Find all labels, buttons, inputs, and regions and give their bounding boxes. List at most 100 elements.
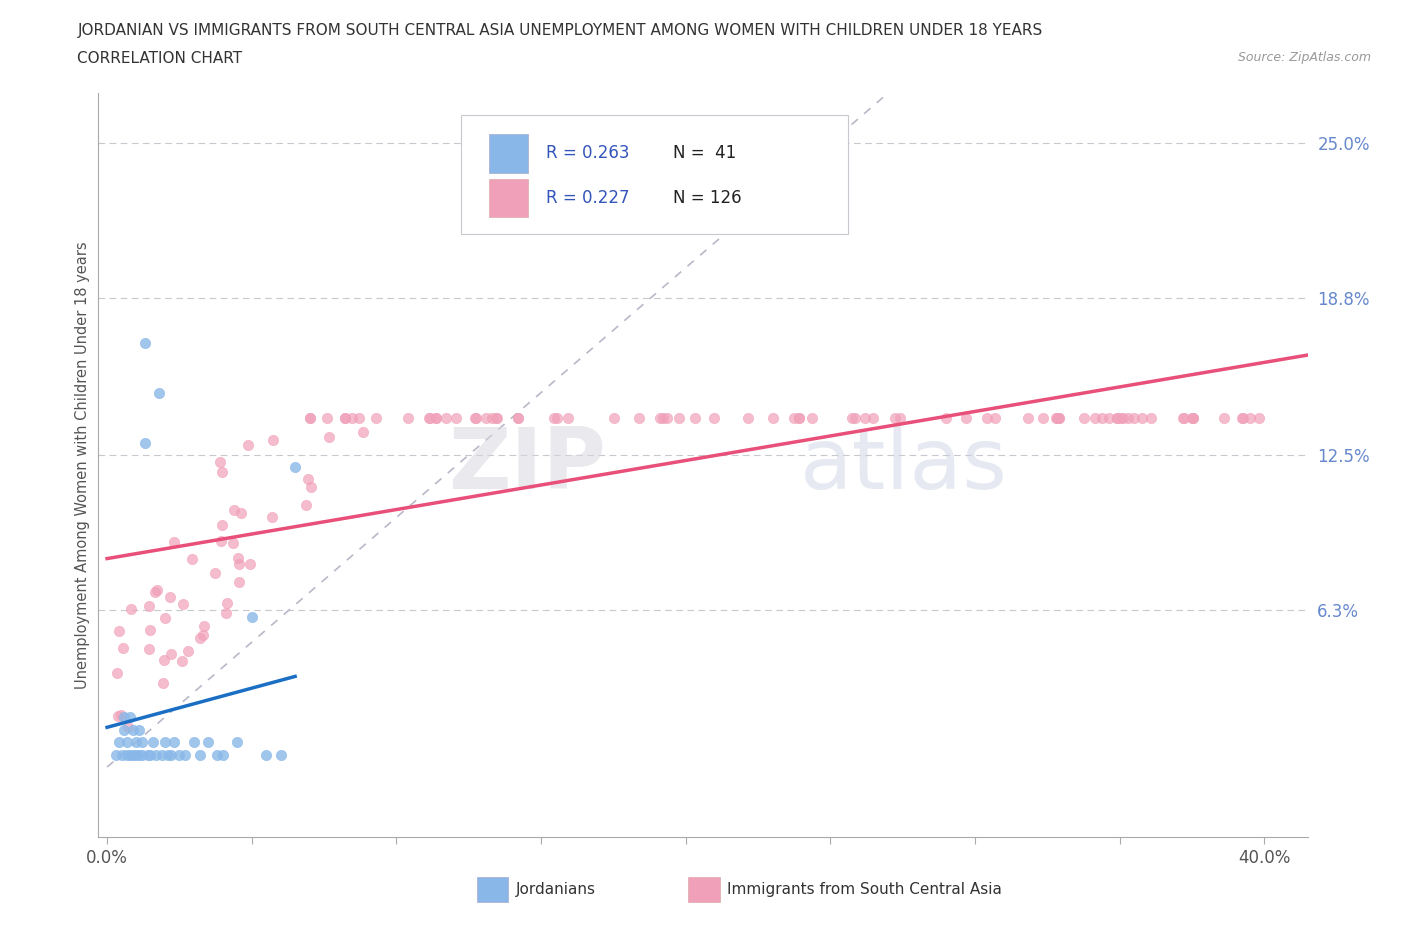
Point	[120, 747, 142, 762]
Point	[1116, 410, 1139, 425]
Point	[543, 410, 565, 425]
Point	[1181, 410, 1204, 425]
Point	[152, 675, 174, 690]
Point	[125, 735, 148, 750]
Point	[1046, 410, 1069, 425]
Point	[349, 410, 371, 425]
Point	[172, 596, 194, 611]
Point	[787, 410, 810, 425]
Point	[364, 410, 387, 425]
Point	[1017, 410, 1039, 425]
Point	[396, 410, 419, 425]
Point	[853, 410, 876, 425]
Point	[683, 410, 706, 425]
Text: N =  41: N = 41	[672, 144, 735, 162]
Text: Source: ZipAtlas.com: Source: ZipAtlas.com	[1237, 51, 1371, 64]
Point	[209, 534, 232, 549]
Point	[1230, 410, 1253, 425]
Point	[425, 410, 447, 425]
FancyBboxPatch shape	[689, 878, 720, 902]
Point	[316, 410, 339, 425]
Point	[107, 735, 129, 750]
Point	[162, 735, 184, 750]
Point	[651, 410, 673, 425]
Point	[262, 510, 284, 525]
FancyBboxPatch shape	[489, 134, 527, 173]
Point	[862, 410, 884, 425]
Point	[425, 410, 447, 425]
Point	[222, 503, 245, 518]
Point	[180, 551, 202, 566]
Point	[131, 735, 153, 750]
Point	[228, 575, 250, 590]
Point	[434, 410, 457, 425]
Point	[228, 557, 250, 572]
Point	[146, 582, 169, 597]
Point	[464, 410, 486, 425]
Text: Jordanians: Jordanians	[516, 882, 596, 897]
Point	[508, 410, 530, 425]
Point	[204, 565, 226, 580]
Point	[111, 641, 134, 656]
Point	[122, 747, 145, 762]
Point	[222, 536, 245, 551]
Point	[188, 631, 211, 645]
Text: atlas: atlas	[800, 423, 1008, 507]
Point	[1232, 410, 1254, 425]
Point	[486, 410, 509, 425]
Point	[153, 735, 176, 750]
Point	[107, 624, 129, 639]
Point	[229, 506, 252, 521]
Point	[1090, 410, 1112, 425]
Point	[193, 618, 215, 633]
Point	[170, 654, 193, 669]
Point	[1047, 410, 1070, 425]
Point	[935, 410, 957, 425]
Point	[211, 517, 233, 532]
Point	[1130, 410, 1153, 425]
Point	[150, 747, 173, 762]
Point	[481, 410, 503, 425]
Point	[418, 410, 440, 425]
Point	[889, 410, 911, 425]
Point	[506, 410, 529, 425]
Point	[1045, 410, 1067, 425]
Point	[1173, 410, 1195, 425]
Point	[1111, 410, 1133, 425]
Point	[211, 747, 233, 762]
Point	[152, 653, 174, 668]
Point	[1247, 410, 1270, 425]
Point	[122, 723, 145, 737]
Point	[298, 410, 321, 425]
Point	[333, 410, 356, 425]
Point	[1212, 410, 1234, 425]
FancyBboxPatch shape	[477, 878, 509, 902]
Point	[114, 723, 136, 737]
Point	[737, 410, 759, 425]
Point	[117, 735, 139, 750]
Point	[655, 410, 678, 425]
Point	[188, 747, 211, 762]
Point	[295, 498, 318, 512]
Point	[153, 610, 176, 625]
Point	[211, 465, 233, 480]
Point	[318, 430, 340, 445]
Point	[340, 410, 363, 425]
Point	[1105, 410, 1128, 425]
Point	[1098, 410, 1121, 425]
Point	[844, 410, 866, 425]
FancyBboxPatch shape	[489, 179, 527, 218]
Point	[335, 410, 357, 425]
Text: R = 0.227: R = 0.227	[546, 189, 630, 206]
Point	[262, 433, 284, 448]
Point	[131, 747, 153, 762]
Point	[226, 735, 249, 750]
Point	[159, 646, 181, 661]
Point	[177, 644, 200, 658]
Point	[110, 747, 132, 762]
Point	[107, 709, 129, 724]
Point	[485, 410, 508, 425]
Point	[1181, 410, 1204, 425]
Point	[128, 723, 150, 737]
Point	[602, 410, 624, 425]
